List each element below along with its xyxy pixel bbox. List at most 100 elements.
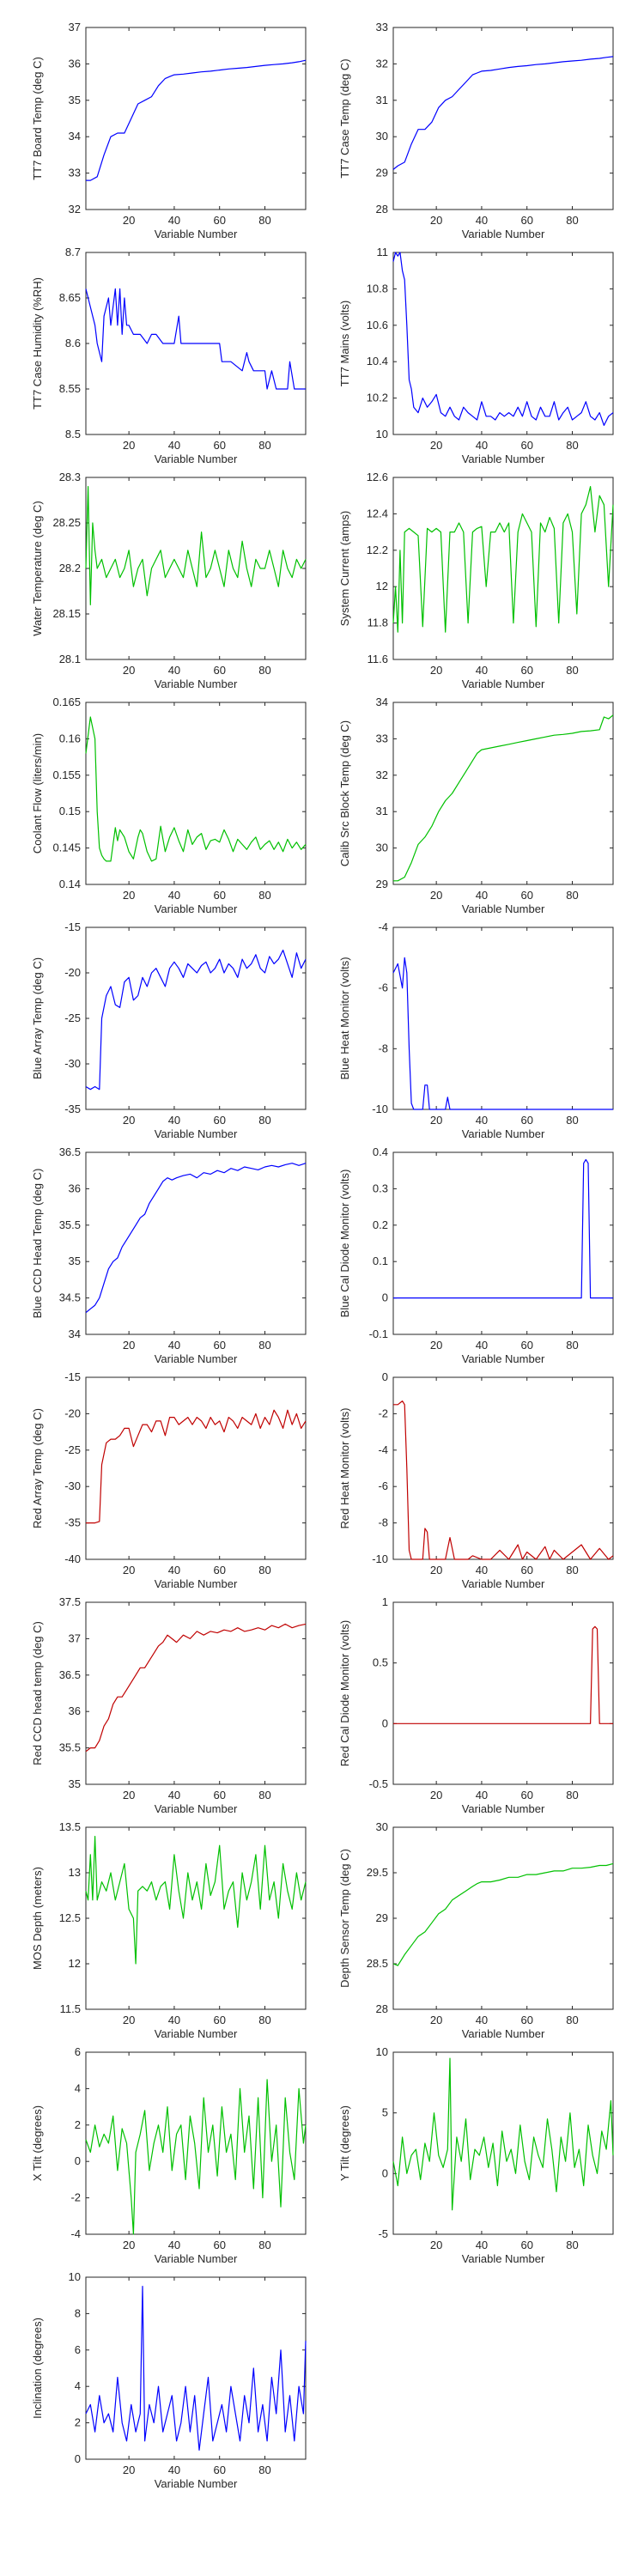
x-tick-label: 40 xyxy=(168,664,180,677)
x-tick-label: 40 xyxy=(168,2239,180,2251)
x-tick-label: 80 xyxy=(566,1789,578,1801)
x-tick-label: 60 xyxy=(213,214,225,227)
y-tick-label: 31 xyxy=(376,805,388,817)
y-tick-label: 37.5 xyxy=(59,1595,81,1608)
plot-frame xyxy=(85,702,307,885)
y-axis-label: Inclination (degrees) xyxy=(31,2318,44,2419)
y-tick-label: 28 xyxy=(376,2002,388,2015)
y-tick-label: -15 xyxy=(64,920,81,933)
y-tick-label: 34 xyxy=(69,1327,81,1340)
y-tick-label: 5 xyxy=(382,2106,388,2119)
y-tick-label: 0 xyxy=(75,2154,81,2167)
plot-frame xyxy=(392,477,614,660)
y-tick-label: 0.165 xyxy=(52,696,81,708)
y-axis-label: Red CCD head temp (deg C) xyxy=(31,1621,44,1765)
x-tick-label: 40 xyxy=(168,214,180,227)
x-tick-label: 40 xyxy=(168,1114,180,1127)
y-tick-label: 0.155 xyxy=(52,769,81,781)
y-tick-label: 28.25 xyxy=(52,516,81,529)
y-tick-label: 0.1 xyxy=(373,1255,388,1267)
x-tick-label: 80 xyxy=(566,2239,578,2251)
x-tick-label: 80 xyxy=(258,2014,270,2026)
y-tick-label: 13.5 xyxy=(59,1820,81,1833)
y-tick-label: 0.16 xyxy=(59,732,81,744)
y-tick-label: -6 xyxy=(378,981,388,994)
x-tick-label: 20 xyxy=(123,1339,135,1352)
y-tick-label: 28.15 xyxy=(52,607,81,620)
plot-frame xyxy=(85,2051,307,2235)
y-axis-label: Red Heat Monitor (volts) xyxy=(338,1408,351,1529)
series-line xyxy=(392,252,614,426)
x-tick-label: 60 xyxy=(520,1564,532,1577)
y-tick-label: 6 xyxy=(75,2343,81,2356)
plot-frame xyxy=(392,2051,614,2235)
y-tick-label: 0.4 xyxy=(373,1145,388,1158)
chart-panel: 34 34.5 35 35.5 36 36.5 20 40 60 80 Variable Numbe… xyxy=(31,1145,307,1365)
y-tick-label: 2 xyxy=(75,2118,81,2131)
series-line xyxy=(85,1163,307,1314)
y-tick-label: 11.6 xyxy=(368,653,388,665)
y-tick-label: -4 xyxy=(378,1443,388,1456)
x-tick-label: 80 xyxy=(566,1114,578,1127)
x-tick-label: 80 xyxy=(566,439,578,452)
x-tick-label: 20 xyxy=(123,2014,135,2026)
y-tick-label: 0 xyxy=(382,1716,388,1729)
y-tick-label: 36 xyxy=(69,1704,81,1717)
y-axis-label: TT7 Mains (volts) xyxy=(338,301,351,386)
x-tick-label: 40 xyxy=(168,1339,180,1352)
y-tick-label: 37 xyxy=(69,21,81,33)
x-tick-label: 20 xyxy=(430,439,442,452)
y-tick-label: 35.5 xyxy=(59,1218,81,1231)
x-axis-label: Variable Number xyxy=(462,1802,545,1815)
y-tick-label: 12.2 xyxy=(367,544,388,556)
chart-panel: 35 35.5 36 36.5 37 37.5 20 40 60 80 Variable Numbe… xyxy=(31,1595,307,1815)
y-tick-label: -40 xyxy=(64,1552,81,1565)
x-tick-label: 20 xyxy=(123,2464,135,2476)
series-line xyxy=(85,2079,307,2235)
series-line xyxy=(85,485,307,606)
y-tick-label: -30 xyxy=(64,1479,81,1492)
y-tick-label: 8.5 xyxy=(65,428,81,440)
x-tick-label: 20 xyxy=(430,1114,442,1127)
y-tick-label: 8.65 xyxy=(59,291,81,304)
y-tick-label: -25 xyxy=(64,1012,81,1024)
plot-frame xyxy=(392,1376,614,1560)
x-tick-label: 60 xyxy=(213,2239,225,2251)
plot-frame xyxy=(392,27,614,210)
x-tick-label: 40 xyxy=(476,1564,488,1577)
y-tick-label: -25 xyxy=(64,1443,81,1456)
chart-panel: -0.1 0 0.1 0.2 0.3 0.4 20 40 60 80 Variable Number… xyxy=(338,1145,614,1365)
plot-frame xyxy=(85,1601,307,1785)
series-line xyxy=(393,1158,613,1299)
x-tick-label: 80 xyxy=(258,664,270,677)
y-tick-label: 2 xyxy=(75,2416,81,2429)
x-tick-label: 40 xyxy=(476,2239,488,2251)
x-tick-label: 60 xyxy=(213,1564,225,1577)
x-tick-label: 20 xyxy=(123,664,135,677)
y-tick-label: 34 xyxy=(69,130,81,143)
x-tick-label: 40 xyxy=(476,664,488,677)
y-tick-label: 10.6 xyxy=(367,319,388,331)
x-tick-label: 20 xyxy=(430,1339,442,1352)
series-line xyxy=(392,1862,614,1966)
y-tick-label: 8.6 xyxy=(65,337,81,349)
y-tick-label: 0.2 xyxy=(373,1218,388,1231)
series-line xyxy=(392,957,613,1110)
y-tick-label: -6 xyxy=(378,1479,388,1492)
y-tick-label: -4 xyxy=(70,2227,81,2240)
x-tick-label: 20 xyxy=(430,889,442,902)
y-tick-label: 0 xyxy=(75,2452,81,2465)
chart-panel: -4 -2 0 2 4 6 20 40 60 80 Variable Number X Tilt (d… xyxy=(31,2045,307,2265)
y-tick-label: 37 xyxy=(69,1631,81,1644)
y-axis-label: TT7 Case Temp (deg C) xyxy=(338,58,351,178)
chart-panel: 32 33 34 35 36 37 20 40 60 80 Variable Number TT7 B… xyxy=(31,21,307,240)
y-axis-label: Y Tilt (degrees) xyxy=(338,2105,351,2181)
y-tick-label: 10.8 xyxy=(367,282,388,295)
y-tick-label: 4 xyxy=(75,2081,81,2094)
y-axis-label: TT7 Case Humidity (%RH) xyxy=(31,277,44,410)
x-tick-label: 80 xyxy=(258,1339,270,1352)
x-tick-label: 80 xyxy=(258,439,270,452)
y-tick-label: 12 xyxy=(376,580,388,592)
y-tick-label: 10 xyxy=(376,2045,388,2058)
y-axis-label: Water Temperature (deg C) xyxy=(31,501,44,636)
